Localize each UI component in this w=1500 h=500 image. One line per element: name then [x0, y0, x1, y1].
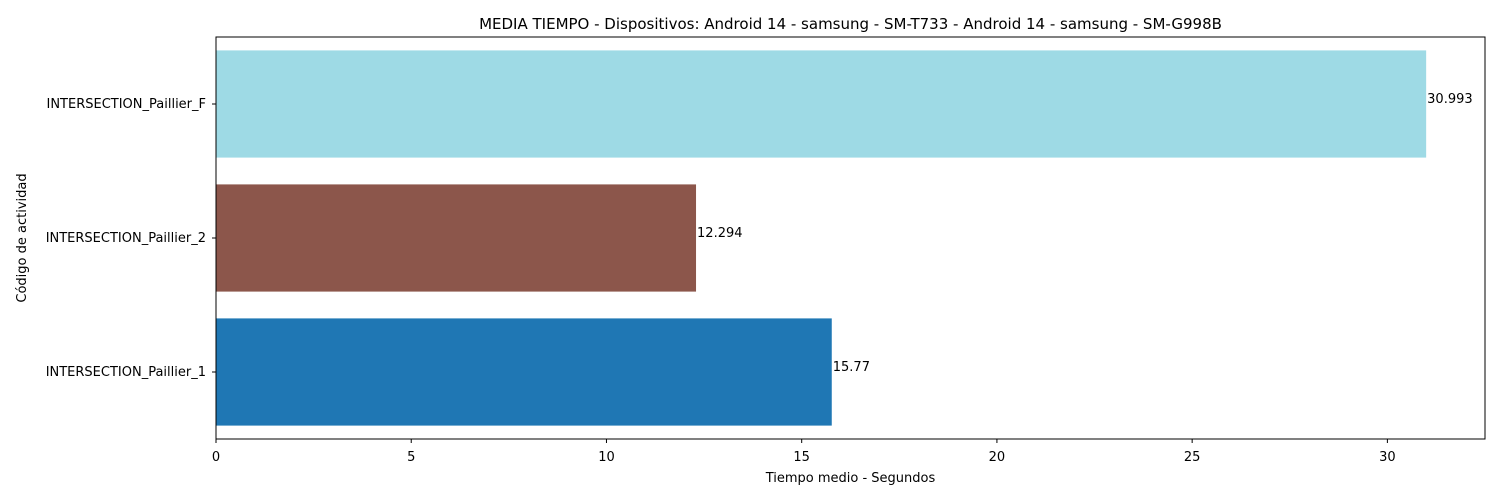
y-axis-label: Código de actividad [15, 173, 30, 302]
bar-INTERSECTION_Paillier_2 [216, 184, 697, 292]
bar-INTERSECTION_Paillier_F [216, 50, 1427, 158]
x-tick-label: 10 [598, 450, 615, 465]
data-label-INTERSECTION_Paillier_F: 30.993 [1427, 92, 1473, 107]
data-label-INTERSECTION_Paillier_1: 15.77 [833, 360, 870, 375]
x-tick-label: 5 [407, 450, 415, 465]
x-tick-label: 0 [212, 450, 220, 465]
x-tick-label: 30 [1379, 450, 1396, 465]
bars-group: 15.77 12.294 30.993 [216, 50, 1473, 426]
chart-title: MEDIA TIEMPO - Dispositivos: Android 14 … [479, 15, 1222, 33]
x-axis-label: Tiempo medio - Segundos [765, 471, 936, 486]
y-tick-label: INTERSECTION_Paillier_F [46, 97, 206, 112]
axis-ticks-group: INTERSECTION_Paillier_1 INTERSECTION_Pail… [46, 97, 1396, 465]
y-tick-label: INTERSECTION_Paillier_1 [46, 365, 206, 380]
x-tick-label: 20 [989, 450, 1006, 465]
x-tick-label: 25 [1184, 450, 1201, 465]
bar-INTERSECTION_Paillier_1 [216, 318, 832, 426]
plot-frame [215, 36, 1486, 440]
x-tick-label: 15 [793, 450, 810, 465]
y-tick-label: INTERSECTION_Paillier_2 [46, 231, 206, 246]
data-label-INTERSECTION_Paillier_2: 12.294 [697, 226, 743, 241]
